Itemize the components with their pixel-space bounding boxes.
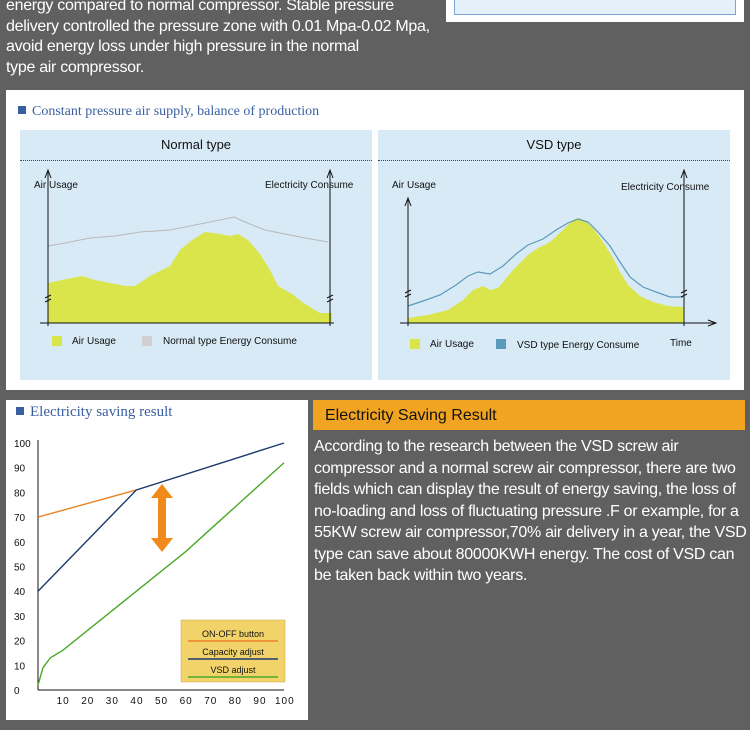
saving-chart-panel: 0 10 20 30 40 50 60 70 80 90 100 10 20 30 40 50 60 70 80 90… xyxy=(6,400,308,720)
vsd-energy-swatch xyxy=(496,339,506,349)
y-tick-label: 30 xyxy=(14,612,26,623)
y-tick-label: 80 xyxy=(14,488,26,499)
body-line: compressor and a normal screw air compre… xyxy=(314,459,736,477)
saving-result-body: According to the research between the VS… xyxy=(314,436,750,587)
body-line: no-loading and loss of fluctuating press… xyxy=(314,502,739,520)
intro-text: energy compared to normal compressor. St… xyxy=(6,0,446,78)
x-tick-label: 50 xyxy=(155,696,168,707)
vsd-air-usage-axis-label: Air Usage xyxy=(392,180,436,191)
x-tick-label: 30 xyxy=(106,696,119,707)
supply-comparison-panel: Constant pressure air supply, balance of… xyxy=(6,90,744,390)
vsd-air-usage-area xyxy=(408,218,683,323)
normal-energy-swatch xyxy=(142,336,152,346)
y-tick-label: 50 xyxy=(14,563,26,574)
y-tick-label: 70 xyxy=(14,513,26,524)
body-line: be taken back within two years. xyxy=(314,567,528,584)
y-tick-label: 10 xyxy=(14,661,26,672)
normal-energy-line xyxy=(47,216,329,247)
x-tick-label: 100 xyxy=(275,696,295,707)
vsd-type-chart: VSD type Air Usage Electricity Consume A… xyxy=(378,130,730,380)
normal-air-usage-area xyxy=(48,232,332,323)
normal-type-graphic xyxy=(40,168,334,326)
y-tick-label: 0 xyxy=(14,686,20,697)
normal-air-usage-axis-label: Air Usage xyxy=(34,180,78,191)
series-line-on-off-button xyxy=(37,489,137,518)
bullet-square-icon xyxy=(16,406,24,415)
x-tick-label: 70 xyxy=(204,696,217,707)
supply-panel-title: Constant pressure air supply, balance of… xyxy=(18,104,319,120)
air-usage-swatch xyxy=(410,339,420,349)
x-tick-label: 60 xyxy=(180,696,193,707)
body-line: fields which can display the result of e… xyxy=(314,481,736,498)
x-tick-label: 10 xyxy=(57,696,70,707)
normal-legend-energy: Normal type Energy Consume xyxy=(163,336,297,347)
chart-legend xyxy=(180,619,286,683)
saving-chart-title: Electricity saving result xyxy=(16,404,172,421)
x-tick-label: 80 xyxy=(229,696,242,707)
vsd-electricity-axis-label: Electricity Consume xyxy=(621,182,710,193)
vsd-type-graphic xyxy=(400,168,718,327)
legend-label: Capacity adjust xyxy=(202,647,264,657)
normal-type-chart: Normal type Air Usage Electricity Consum… xyxy=(20,130,372,380)
vsd-legend-air: Air Usage xyxy=(430,339,474,350)
intro-line: avoid energy loss under high pressure in… xyxy=(6,38,359,55)
air-usage-swatch xyxy=(52,336,62,346)
bullet-square-icon xyxy=(18,105,26,114)
saving-line-chart: 0 10 20 30 40 50 60 70 80 90 100 10 20 30 40 50 60 70 80 90… xyxy=(6,400,308,720)
x-tick-label: 90 xyxy=(253,696,266,707)
top-image-frame xyxy=(446,0,744,22)
time-axis-label: Time xyxy=(670,338,692,349)
normal-electricity-axis-label: Electricity Consume xyxy=(265,180,354,191)
body-line: 55KW screw air compressor,70% air delive… xyxy=(314,524,747,541)
y-tick-label: 20 xyxy=(14,637,26,648)
vsd-energy-line xyxy=(407,218,683,307)
x-tick-label: 20 xyxy=(81,696,94,707)
double-arrow-icon xyxy=(151,484,173,552)
legend-label: VSD adjust xyxy=(210,665,256,675)
normal-type-title: Normal type xyxy=(20,130,372,161)
intro-line: delivery controlled the pressure zone wi… xyxy=(6,17,430,35)
y-tick-label: 40 xyxy=(14,587,26,598)
intro-line: type air compressor. xyxy=(6,58,145,76)
body-line: According to the research between the VS… xyxy=(314,438,679,455)
x-tick-label: 40 xyxy=(130,696,143,707)
y-tick-label: 60 xyxy=(14,538,26,549)
series-line-capacity-adjust xyxy=(37,442,285,592)
saving-result-heading: Electricity Saving Result xyxy=(313,400,745,430)
vsd-type-title: VSD type xyxy=(378,130,730,161)
vsd-legend-energy: VSD type Energy Consume xyxy=(517,340,640,351)
y-tick-label: 100 xyxy=(14,439,31,450)
intro-line: energy compared to normal compressor. St… xyxy=(6,0,394,14)
normal-legend-air: Air Usage xyxy=(72,336,116,347)
series-line-vsd-adjust xyxy=(37,462,285,686)
body-line: type can save about 80000KWH energy. The… xyxy=(314,545,735,563)
y-tick-label: 90 xyxy=(14,464,26,475)
legend-label: ON-OFF button xyxy=(202,629,264,639)
